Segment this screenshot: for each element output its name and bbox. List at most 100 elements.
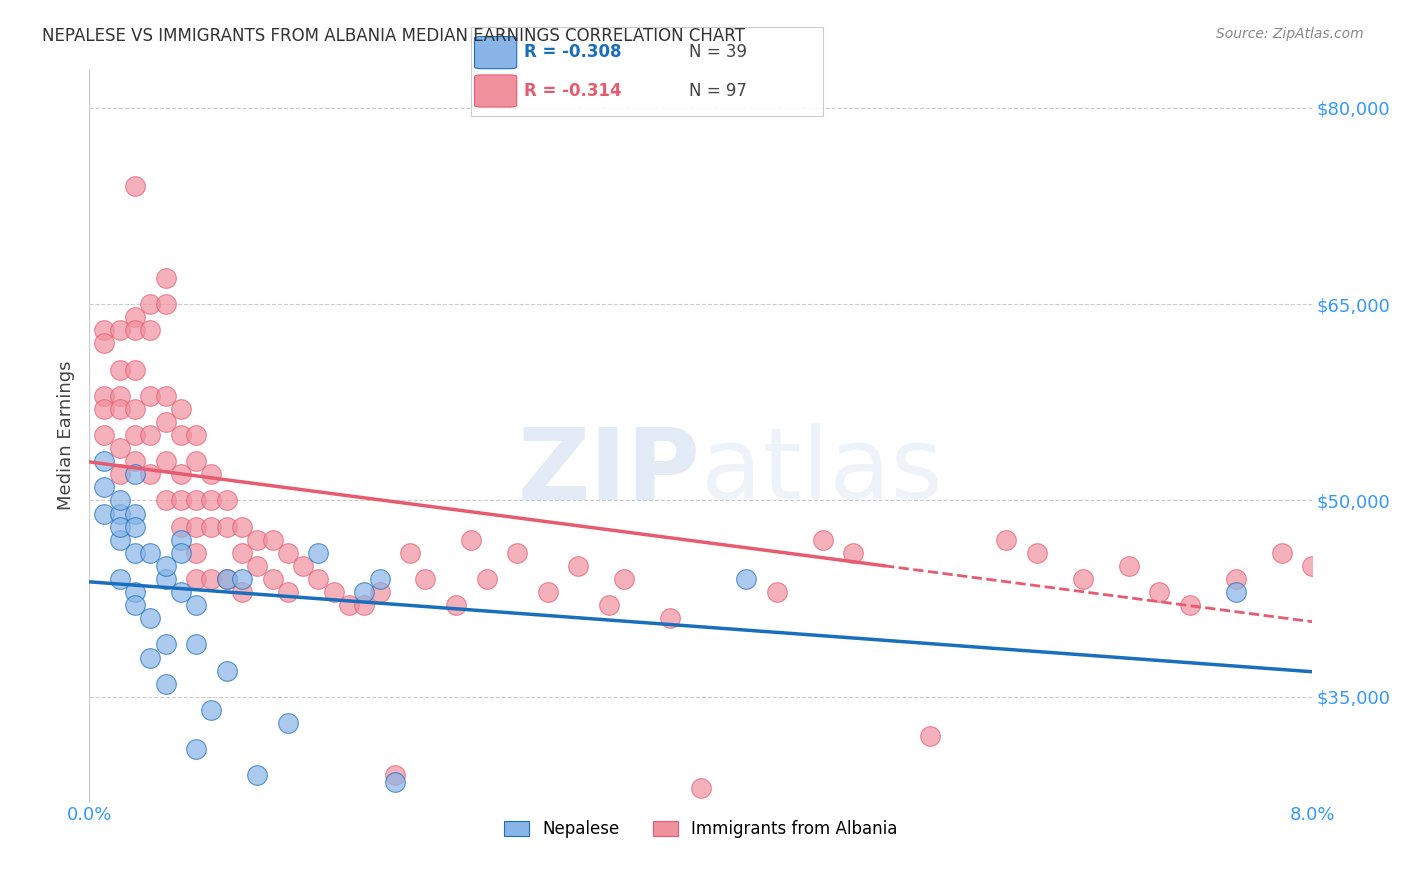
Point [155,572,177,586]
Point [170,546,193,560]
Text: atlas: atlas [700,423,942,520]
Point [200,493,222,508]
Point [277,716,299,731]
Point [139,389,162,403]
Point [1225,585,1247,599]
Point [184,742,207,756]
Text: N = 97: N = 97 [689,82,747,100]
Point [598,598,620,612]
Point [307,572,329,586]
Point [537,585,560,599]
Point [766,585,789,599]
Point [1270,546,1292,560]
Point [246,533,269,547]
Point [1331,585,1354,599]
Point [231,585,253,599]
Point [93,428,115,442]
Point [155,454,177,468]
Point [246,558,269,573]
Point [231,519,253,533]
Point [277,585,299,599]
Point [1225,572,1247,586]
Point [184,598,207,612]
Point [155,638,177,652]
Point [155,389,177,403]
Point [108,323,131,337]
Point [93,389,115,403]
Point [155,271,177,285]
Point [124,310,146,325]
Text: R = -0.308: R = -0.308 [524,43,621,61]
Point [108,572,131,586]
Point [200,703,222,717]
Point [155,558,177,573]
Point [124,362,146,376]
Point [1178,598,1201,612]
Point [215,664,238,678]
Point [277,546,299,560]
Point [415,572,437,586]
Point [93,507,115,521]
Point [262,572,284,586]
Point [170,533,193,547]
Point [184,638,207,652]
Point [399,546,422,560]
Point [124,598,146,612]
Text: N = 39: N = 39 [689,43,747,61]
Point [170,467,193,482]
Point [1301,558,1323,573]
Point [170,401,193,416]
Point [124,454,146,468]
Point [475,572,498,586]
Point [139,297,162,311]
Point [995,533,1018,547]
Point [1347,572,1369,586]
Point [292,558,315,573]
Point [155,493,177,508]
Point [139,546,162,560]
Point [353,585,375,599]
Point [139,428,162,442]
Point [567,558,589,573]
Point [108,441,131,455]
Point [444,598,467,612]
Point [108,533,131,547]
Point [184,493,207,508]
Point [124,323,146,337]
Point [124,467,146,482]
Point [155,677,177,691]
Point [842,546,865,560]
Point [184,572,207,586]
Point [918,729,941,743]
Point [613,572,636,586]
Point [231,572,253,586]
Point [200,519,222,533]
Point [108,401,131,416]
Legend: Nepalese, Immigrants from Albania: Nepalese, Immigrants from Albania [498,814,904,845]
Point [460,533,482,547]
Point [155,297,177,311]
Text: Source: ZipAtlas.com: Source: ZipAtlas.com [1216,27,1364,41]
Point [200,572,222,586]
FancyBboxPatch shape [475,37,517,69]
Point [124,585,146,599]
Point [307,546,329,560]
Point [1118,558,1140,573]
Point [93,454,115,468]
Point [322,585,344,599]
Point [1071,572,1094,586]
Point [108,519,131,533]
Point [337,598,360,612]
Point [155,415,177,429]
Point [215,519,238,533]
Point [184,428,207,442]
Point [108,507,131,521]
Point [215,572,238,586]
Point [1026,546,1049,560]
Point [246,768,269,782]
Point [170,428,193,442]
Text: R = -0.314: R = -0.314 [524,82,621,100]
Point [108,467,131,482]
Point [139,611,162,625]
Y-axis label: Median Earnings: Median Earnings [58,360,75,510]
